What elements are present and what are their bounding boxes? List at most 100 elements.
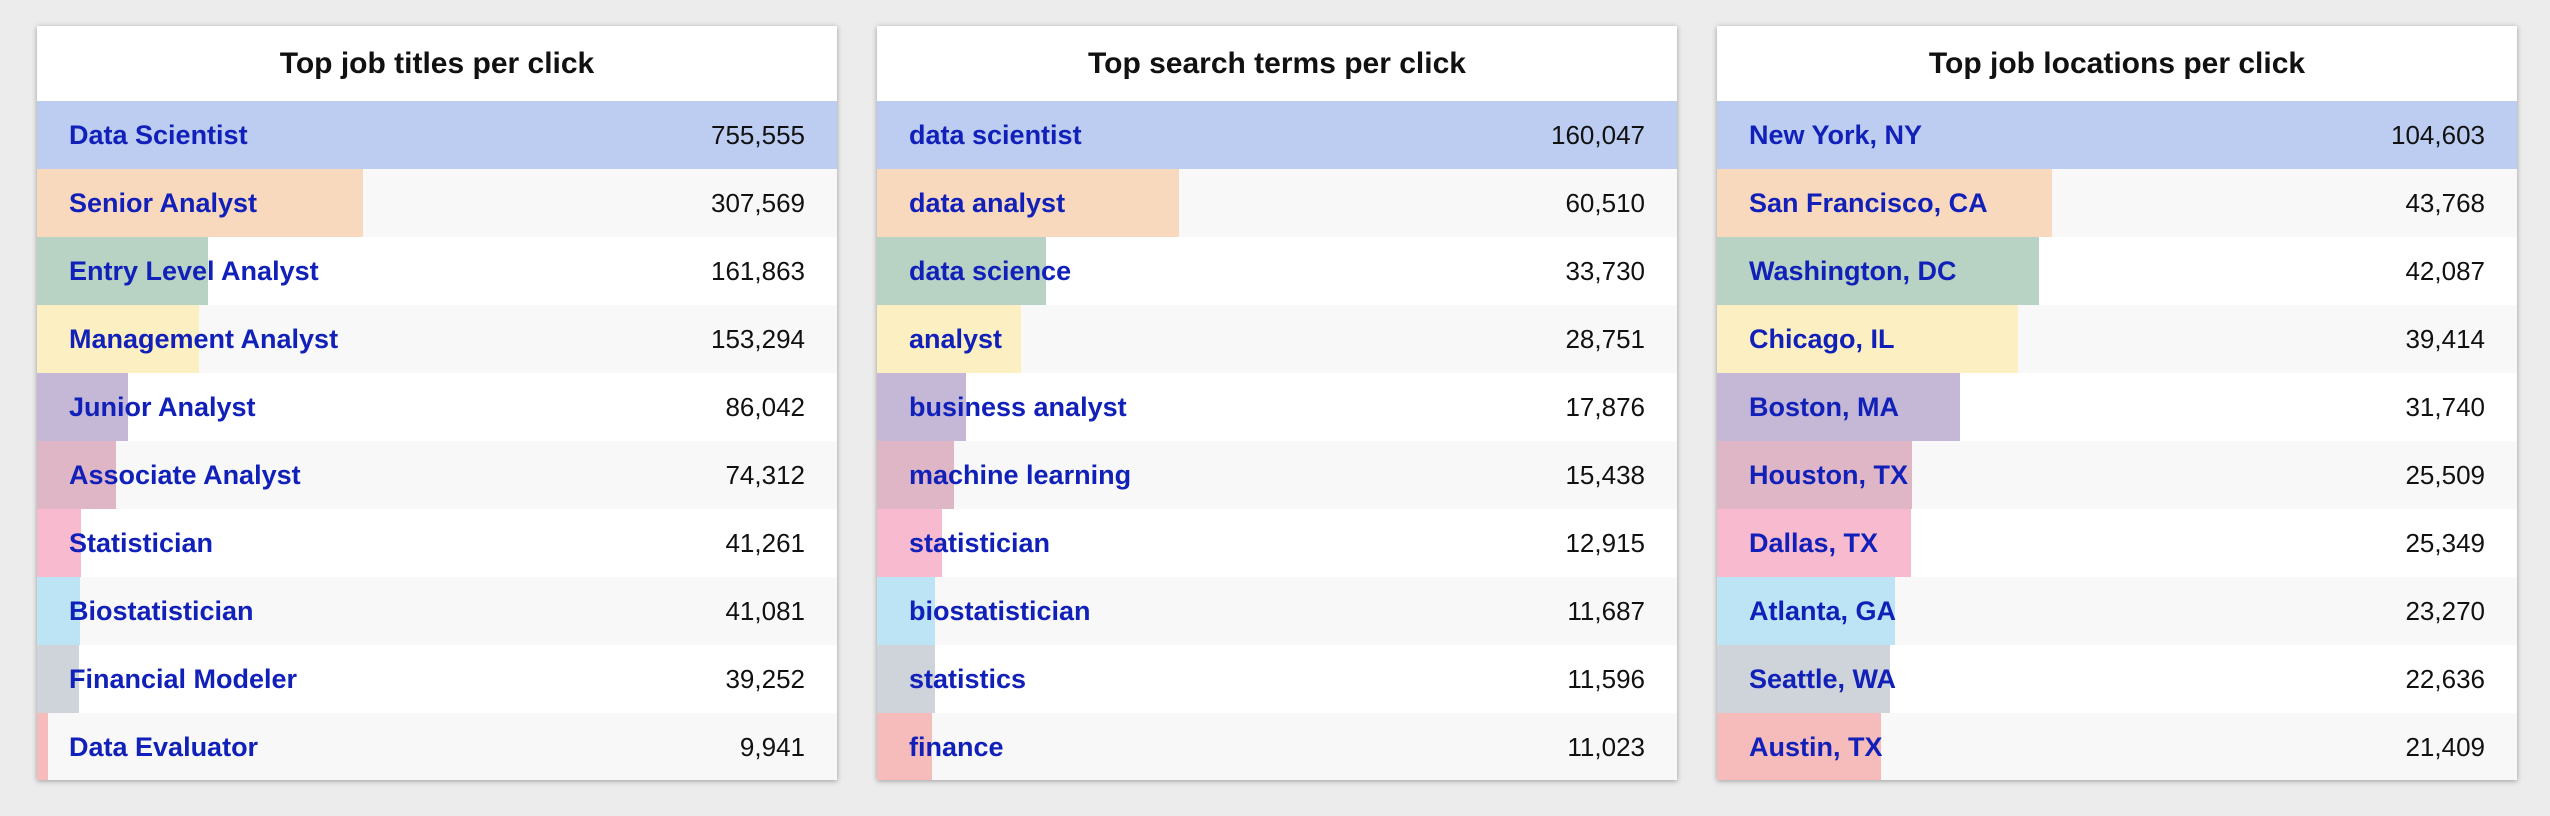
bar bbox=[1717, 577, 1895, 645]
category-link[interactable]: business analyst bbox=[909, 392, 1127, 422]
job-locations-rows: New York, NY 104,603 San Francisco, CA 43,7… bbox=[1717, 101, 2517, 780]
category-link[interactable]: New York, NY bbox=[1749, 120, 1923, 150]
category-link[interactable]: biostatistician bbox=[909, 596, 1091, 626]
category-link[interactable]: Dallas, TX bbox=[1749, 528, 1879, 558]
bar bbox=[877, 441, 955, 509]
category-link[interactable]: data science bbox=[909, 256, 1072, 286]
table-row: New York, NY 104,603 bbox=[1717, 101, 2517, 169]
value-label: 12,915 bbox=[1565, 528, 1645, 558]
table-row: Junior Analyst 86,042 bbox=[37, 373, 837, 441]
bar bbox=[37, 305, 200, 373]
bar bbox=[37, 441, 116, 509]
job-locations-panel: Top job locations per click New York, NY… bbox=[1717, 26, 2517, 780]
panel-title: Top job titles per click bbox=[279, 47, 595, 80]
category-link[interactable]: Atlanta, GA bbox=[1749, 596, 1897, 626]
category-link[interactable]: Junior Analyst bbox=[69, 392, 256, 422]
bar bbox=[877, 577, 936, 645]
bar bbox=[877, 373, 967, 441]
bar bbox=[1717, 305, 2019, 373]
category-link[interactable]: machine learning bbox=[909, 460, 1132, 490]
category-link[interactable]: Boston, MA bbox=[1749, 392, 1899, 422]
category-link[interactable]: Statistician bbox=[69, 528, 214, 558]
category-link[interactable]: Biostatistician bbox=[69, 596, 254, 626]
bar bbox=[877, 713, 933, 780]
bar bbox=[1717, 237, 2039, 305]
bar bbox=[37, 373, 129, 441]
value-label: 161,863 bbox=[711, 256, 805, 286]
value-label: 28,751 bbox=[1565, 324, 1645, 354]
table-row: data science 33,730 bbox=[877, 237, 1677, 305]
category-link[interactable]: Data Evaluator bbox=[69, 732, 259, 762]
bar bbox=[1717, 373, 1960, 441]
table-row: Chicago, IL 39,414 bbox=[1717, 305, 2517, 373]
value-label: 104,603 bbox=[2391, 120, 2485, 150]
bar bbox=[1717, 441, 1913, 509]
table-row: Data Scientist 755,555 bbox=[37, 101, 837, 169]
bar bbox=[1717, 509, 1911, 577]
category-link[interactable]: Houston, TX bbox=[1749, 460, 1908, 490]
value-label: 39,414 bbox=[2405, 324, 2485, 354]
table-row: Dallas, TX 25,349 bbox=[1717, 509, 2517, 577]
bar bbox=[877, 305, 1021, 373]
table-row: Atlanta, GA 23,270 bbox=[1717, 577, 2517, 645]
panel-title: Top search terms per click bbox=[1088, 47, 1466, 80]
table-row: business analyst 17,876 bbox=[877, 373, 1677, 441]
category-link[interactable]: Financial Modeler bbox=[69, 664, 298, 694]
bar bbox=[877, 101, 1677, 169]
bar bbox=[877, 237, 1046, 305]
category-link[interactable]: Entry Level Analyst bbox=[69, 256, 319, 286]
value-label: 755,555 bbox=[711, 120, 805, 150]
value-label: 41,261 bbox=[725, 528, 805, 558]
value-label: 60,510 bbox=[1565, 188, 1645, 218]
value-label: 160,047 bbox=[1551, 120, 1645, 150]
category-link[interactable]: data analyst bbox=[909, 188, 1066, 218]
category-link[interactable]: statistics bbox=[909, 664, 1027, 694]
bar bbox=[37, 237, 209, 305]
bar bbox=[1717, 101, 2517, 169]
bar bbox=[37, 169, 363, 237]
bar bbox=[37, 577, 81, 645]
value-label: 33,730 bbox=[1565, 256, 1645, 286]
category-link[interactable]: Chicago, IL bbox=[1749, 324, 1895, 354]
table-row: San Francisco, CA 43,768 bbox=[1717, 169, 2517, 237]
table-row: Data Evaluator 9,941 bbox=[37, 713, 837, 780]
value-label: 74,312 bbox=[725, 460, 805, 490]
table-row: Biostatistician 41,081 bbox=[37, 577, 837, 645]
category-link[interactable]: San Francisco, CA bbox=[1749, 188, 1988, 218]
bar bbox=[1717, 713, 1881, 780]
value-label: 9,941 bbox=[739, 732, 805, 762]
category-link[interactable]: analyst bbox=[909, 324, 1003, 354]
category-link[interactable]: statistician bbox=[909, 528, 1051, 558]
category-link[interactable]: Washington, DC bbox=[1749, 256, 1957, 286]
value-label: 15,438 bbox=[1565, 460, 1645, 490]
category-link[interactable]: Austin, TX bbox=[1749, 732, 1883, 762]
table-row: Statistician 41,261 bbox=[37, 509, 837, 577]
value-label: 153,294 bbox=[711, 324, 805, 354]
table-row: statistics 11,596 bbox=[877, 645, 1677, 713]
value-label: 17,876 bbox=[1565, 392, 1645, 422]
table-row: Washington, DC 42,087 bbox=[1717, 237, 2517, 305]
table-row: Financial Modeler 39,252 bbox=[37, 645, 837, 713]
category-link[interactable]: data scientist bbox=[909, 120, 1082, 150]
category-link[interactable]: Associate Analyst bbox=[69, 460, 301, 490]
bar bbox=[877, 645, 935, 713]
table-row: analyst 28,751 bbox=[877, 305, 1677, 373]
category-link[interactable]: Seattle, WA bbox=[1749, 664, 1897, 694]
bar bbox=[1717, 169, 2052, 237]
table-row: statistician 12,915 bbox=[877, 509, 1677, 577]
search-terms-panel: Top search terms per click data scientis… bbox=[877, 26, 1677, 780]
table-row: Senior Analyst 307,569 bbox=[37, 169, 837, 237]
table-row: Houston, TX 25,509 bbox=[1717, 441, 2517, 509]
value-label: 11,596 bbox=[1567, 664, 1645, 694]
category-link[interactable]: Data Scientist bbox=[69, 120, 248, 150]
value-label: 43,768 bbox=[2405, 188, 2485, 218]
category-link[interactable]: Management Analyst bbox=[69, 324, 339, 354]
table-row: Associate Analyst 74,312 bbox=[37, 441, 837, 509]
category-link[interactable]: Senior Analyst bbox=[69, 188, 258, 218]
table-row: Boston, MA 31,740 bbox=[1717, 373, 2517, 441]
job-titles-rows: Data Scientist 755,555 Senior Analyst 307,5… bbox=[37, 101, 837, 780]
bar bbox=[37, 101, 837, 169]
value-label: 21,409 bbox=[2405, 732, 2485, 762]
category-link[interactable]: finance bbox=[909, 732, 1004, 762]
